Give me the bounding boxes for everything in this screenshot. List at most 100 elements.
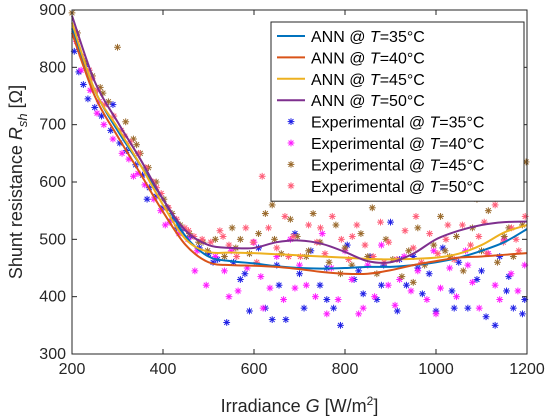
data-point-t35_marker bbox=[519, 310, 526, 318]
data-point-t45_marker bbox=[268, 201, 276, 209]
data-point-t35_marker bbox=[84, 95, 92, 103]
data-point-t40_marker bbox=[221, 267, 228, 275]
data-point-t35_marker bbox=[482, 313, 490, 321]
data-point-t40_marker bbox=[109, 135, 117, 143]
data-point-t50_marker bbox=[412, 213, 420, 220]
data-point-t35_marker bbox=[268, 316, 276, 323]
legend-box bbox=[270, 21, 525, 202]
data-point-t35_marker bbox=[503, 287, 510, 295]
data-point-t35_marker bbox=[478, 267, 485, 275]
data-point-t45_marker bbox=[453, 233, 460, 240]
data-point-t50_marker bbox=[442, 235, 450, 243]
data-point-t40_marker bbox=[266, 284, 274, 292]
data-point-t45_marker bbox=[398, 273, 406, 280]
data-point-t50_marker bbox=[409, 244, 417, 252]
data-point-t35_marker bbox=[223, 319, 231, 326]
data-point-t50_marker bbox=[401, 227, 409, 235]
data-point-t50_marker bbox=[377, 218, 384, 226]
data-point-t35_marker bbox=[323, 296, 331, 303]
data-point-t35_marker bbox=[509, 304, 517, 312]
y-tick-label: 600 bbox=[39, 174, 66, 191]
data-point-t45_marker bbox=[255, 230, 262, 237]
data-point-t40_marker bbox=[446, 264, 454, 272]
data-point-t50_marker bbox=[207, 238, 215, 246]
y-tick-label: 900 bbox=[39, 2, 66, 19]
data-point-t35_marker bbox=[337, 321, 344, 329]
data-point-t45_marker bbox=[236, 235, 244, 243]
data-point-t40_marker bbox=[423, 296, 431, 303]
data-point-t35_marker bbox=[316, 281, 324, 289]
data-point-t50_marker bbox=[467, 241, 474, 249]
data-point-t40_marker bbox=[161, 221, 169, 229]
x-tick-label: 800 bbox=[332, 361, 359, 378]
data-point-t45_marker bbox=[494, 258, 501, 266]
data-point-t40_marker bbox=[93, 109, 101, 117]
data-point-t45_marker bbox=[405, 247, 413, 255]
data-point-t50_marker bbox=[353, 221, 361, 229]
data-point-t45_marker bbox=[114, 43, 121, 51]
data-point-t40_marker bbox=[514, 287, 522, 295]
data-point-t45_marker bbox=[414, 224, 422, 232]
data-point-t40_marker bbox=[312, 293, 319, 301]
data-point-t50_marker bbox=[289, 233, 297, 240]
data-point-t50_marker bbox=[249, 238, 257, 246]
data-point-t45_marker bbox=[430, 241, 438, 249]
data-point-t50_marker bbox=[361, 241, 369, 249]
data-point-t50_marker bbox=[444, 221, 452, 229]
x-tick-label: 1200 bbox=[509, 361, 545, 378]
legend-entry-label: Experimental @ T=40°C bbox=[311, 136, 484, 153]
data-point-t40_marker bbox=[407, 287, 415, 295]
legend-entry-label: ANN @ T=35°C bbox=[311, 29, 425, 46]
legend-entry-label: Experimental @ T=45°C bbox=[311, 157, 484, 174]
data-point-t50_marker bbox=[328, 213, 336, 220]
data-point-t35_marker bbox=[143, 195, 151, 203]
data-point-t35_marker bbox=[236, 276, 244, 283]
data-point-t50_marker bbox=[491, 201, 499, 209]
data-point-t50_marker bbox=[385, 238, 393, 246]
data-point-t35_marker bbox=[450, 304, 458, 312]
scatter-layer bbox=[68, 9, 530, 329]
data-point-t45_marker bbox=[368, 204, 376, 212]
data-point-t40_marker bbox=[355, 310, 363, 318]
data-point-t35_marker bbox=[473, 276, 481, 283]
data-point-t35_marker bbox=[359, 290, 367, 298]
x-tick-label: 200 bbox=[59, 361, 86, 378]
data-point-t40_marker bbox=[225, 293, 233, 301]
legend-entry-label: Experimental @ T=50°C bbox=[311, 179, 484, 196]
data-point-t50_marker bbox=[348, 233, 356, 240]
data-point-t40_marker bbox=[432, 310, 440, 318]
data-point-t45_marker bbox=[287, 215, 294, 223]
data-point-t40_marker bbox=[437, 284, 444, 292]
data-point-t35_marker bbox=[464, 304, 472, 312]
data-point-t50_marker bbox=[242, 224, 250, 232]
data-point-t35_marker bbox=[275, 281, 283, 289]
series-line-t40_line bbox=[71, 32, 528, 276]
data-point-t40_marker bbox=[469, 278, 476, 286]
data-point-t45_marker bbox=[357, 230, 365, 237]
data-point-t35_marker bbox=[282, 316, 290, 323]
data-point-t50_marker bbox=[521, 213, 529, 220]
data-point-t45_marker bbox=[221, 253, 228, 260]
data-point-t50_marker bbox=[219, 233, 227, 240]
data-point-t45_marker bbox=[122, 118, 130, 126]
data-point-t35_marker bbox=[378, 281, 385, 289]
data-point-t50_marker bbox=[216, 227, 224, 235]
data-point-t35_marker bbox=[425, 270, 433, 278]
data-point-t40_marker bbox=[86, 86, 94, 94]
tick-layer: 200 400 600 800 1000 1200 300 400 500 600 700 800 90… bbox=[39, 2, 545, 378]
data-point-t50_marker bbox=[258, 172, 266, 180]
data-point-t50_marker bbox=[475, 233, 483, 240]
data-point-t50_marker bbox=[434, 250, 442, 258]
y-tick-label: 500 bbox=[39, 231, 66, 248]
data-point-t50_marker bbox=[458, 221, 466, 229]
data-point-t45_marker bbox=[325, 258, 333, 266]
y-tick-label: 800 bbox=[39, 59, 66, 76]
data-point-t45_marker bbox=[459, 267, 467, 275]
data-point-t45_marker bbox=[271, 235, 278, 243]
data-point-t35_marker bbox=[70, 47, 78, 55]
data-point-t40_marker bbox=[371, 293, 378, 301]
data-point-t40_marker bbox=[475, 304, 483, 312]
line-layer bbox=[71, 15, 528, 276]
legend: ANN @ T=35°C ANN @ T=40°C ANN @ T=45°C ANN … bbox=[270, 21, 525, 202]
data-point-t35_marker bbox=[300, 304, 308, 312]
